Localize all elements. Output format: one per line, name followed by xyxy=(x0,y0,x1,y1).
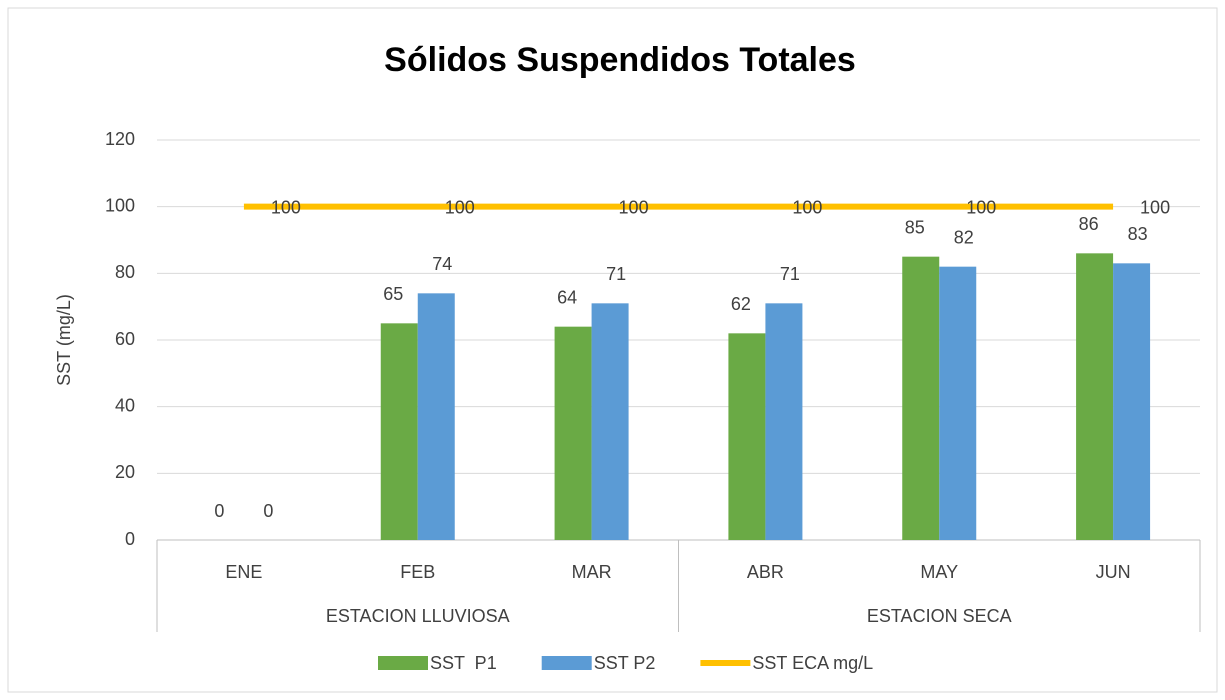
group-label: ESTACION LLUVIOSA xyxy=(326,606,510,626)
y-tick-label: 20 xyxy=(115,462,135,482)
y-axis-label: SST (mg/L) xyxy=(54,294,74,386)
x-tick-label: FEB xyxy=(400,562,435,582)
data-label: 100 xyxy=(966,197,996,217)
bar xyxy=(417,293,455,540)
data-label: 100 xyxy=(619,197,649,217)
bar xyxy=(728,333,766,540)
group-label: ESTACION SECA xyxy=(867,606,1012,626)
x-tick-label: JUN xyxy=(1096,562,1131,582)
bar xyxy=(591,303,629,540)
data-label: 100 xyxy=(792,197,822,217)
x-tick-label: MAY xyxy=(920,562,958,582)
bar xyxy=(765,303,803,540)
legend-swatch xyxy=(541,656,592,670)
bar xyxy=(554,326,592,540)
bar xyxy=(1076,253,1114,541)
data-label: 74 xyxy=(432,254,452,274)
bar xyxy=(902,256,940,540)
data-label: 82 xyxy=(954,227,974,247)
data-label: 0 xyxy=(263,501,273,521)
y-tick-label: 0 xyxy=(125,529,135,549)
bar xyxy=(1113,263,1151,540)
data-label: 100 xyxy=(1140,197,1170,217)
data-label: 65 xyxy=(383,284,403,304)
y-tick-label: 80 xyxy=(115,262,135,282)
data-label: 85 xyxy=(905,217,925,237)
y-tick-label: 60 xyxy=(115,329,135,349)
chart-title: Sólidos Suspendidos Totales xyxy=(384,41,856,79)
data-label: 62 xyxy=(731,294,751,314)
data-label: 100 xyxy=(271,197,301,217)
data-label: 0 xyxy=(214,501,224,521)
y-tick-label: 100 xyxy=(105,195,135,215)
legend-label: SST P2 xyxy=(594,653,656,673)
legend-label: SST P1 xyxy=(430,653,497,673)
bar xyxy=(939,266,977,540)
legend-swatch xyxy=(378,656,428,670)
x-tick-label: ENE xyxy=(225,562,262,582)
legend-label: SST ECA mg/L xyxy=(752,653,873,673)
data-label: 100 xyxy=(445,197,475,217)
x-tick-label: MAR xyxy=(572,562,612,582)
data-label: 86 xyxy=(1079,214,1099,234)
data-label: 71 xyxy=(606,264,626,284)
bar xyxy=(380,323,418,540)
data-label: 71 xyxy=(780,264,800,284)
y-tick-label: 120 xyxy=(105,129,135,149)
y-tick-label: 40 xyxy=(115,395,135,415)
x-tick-label: ABR xyxy=(747,562,784,582)
data-label: 83 xyxy=(1128,224,1148,244)
data-label: 64 xyxy=(557,287,577,307)
